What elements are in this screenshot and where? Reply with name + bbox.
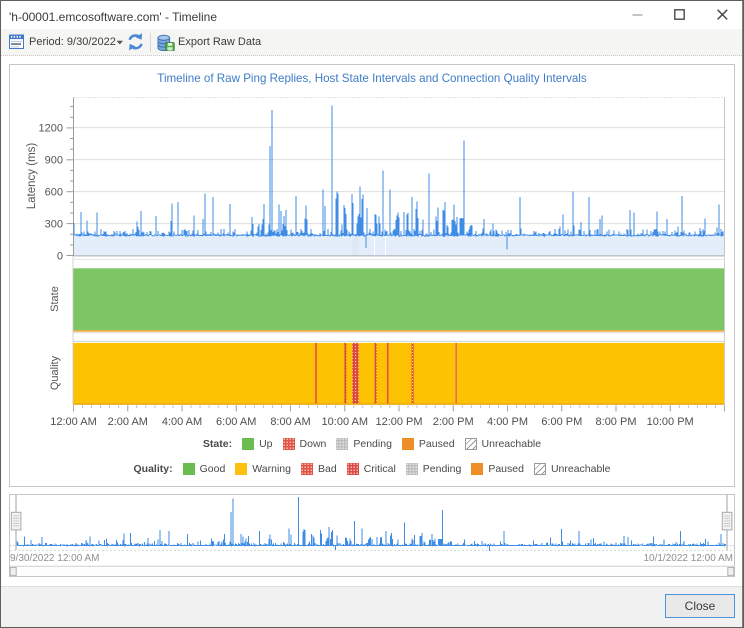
svg-text:2:00 AM: 2:00 AM (108, 416, 148, 428)
svg-text:10:00 PM: 10:00 PM (647, 416, 694, 428)
svg-text:State: State (49, 286, 61, 312)
svg-text:10:00 AM: 10:00 AM (322, 416, 368, 428)
svg-text:300: 300 (45, 219, 63, 231)
svg-text:2:00 PM: 2:00 PM (433, 416, 474, 428)
svg-text:600: 600 (45, 187, 63, 199)
svg-text:900: 900 (45, 155, 63, 167)
svg-text:8:00 PM: 8:00 PM (596, 416, 637, 428)
svg-text:4:00 PM: 4:00 PM (487, 416, 528, 428)
svg-text:Timeline of Raw Ping Replies,: Timeline of Raw Ping Replies, Host State… (157, 72, 587, 85)
svg-text:8:00 AM: 8:00 AM (270, 416, 310, 428)
svg-text:12:00 AM: 12:00 AM (50, 416, 96, 428)
svg-text:6:00 AM: 6:00 AM (216, 416, 256, 428)
svg-text:6:00 PM: 6:00 PM (541, 416, 582, 428)
svg-text:1200: 1200 (39, 123, 63, 135)
svg-text:Latency (ms): Latency (ms) (26, 143, 38, 210)
svg-text:12:00 PM: 12:00 PM (375, 416, 422, 428)
svg-text:4:00 AM: 4:00 AM (162, 416, 202, 428)
svg-text:Quality: Quality (49, 355, 61, 390)
svg-text:0: 0 (57, 251, 63, 263)
